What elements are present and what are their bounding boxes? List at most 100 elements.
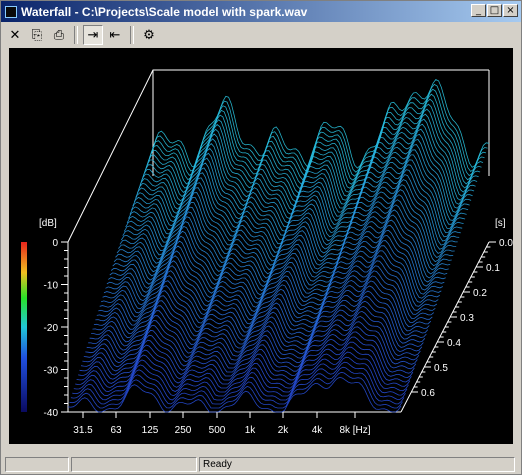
waterfall-trace [102,255,438,317]
waterfall-trace [99,265,435,325]
waterfall-trace [91,295,426,349]
waterfall-trace [152,78,490,169]
x-tick-label: 63 [110,425,122,436]
waterfall-trace [108,234,443,300]
x-tick-label: 8k [Hz] [339,425,370,436]
zoom-fit-icon[interactable]: ⇥ [83,25,103,45]
waterfall-trace [80,331,415,377]
waterfall-trace [72,361,406,401]
waterfall-trace [141,118,478,202]
waterfall-trace [69,371,403,409]
waterfall-trace [105,245,440,308]
waterfall-trace [125,174,461,249]
waterfall-trace [131,154,467,232]
waterfall-trace [133,144,470,224]
waterfall-trace [142,113,479,198]
toolbar-separator [74,26,78,44]
maximize-button[interactable]: □ [487,4,502,17]
z-tick-label: 0.4 [447,338,461,349]
waterfall-trace [106,240,442,304]
waterfall-trace [128,164,464,240]
waterfall-trace [73,356,408,397]
waterfall-plot[interactable]: 0 -10 -20 -30 -40 31.5 63 125 250 500 1k 2k 4k 8k [H… [9,48,513,444]
waterfall-trace [122,184,458,258]
toolbar-separator [130,26,134,44]
y-tick-label: -30 [44,366,59,377]
y-tick-label: -20 [44,323,59,334]
z-tick-label: 0.2 [473,288,487,299]
waterfall-trace [132,149,469,228]
z-tick-label: 0.5 [434,363,448,374]
waterfall-trace [118,199,454,271]
y-axis: 0 -10 -20 -30 -40 [44,238,68,419]
waterfall-trace [116,204,452,275]
z-tick-label: 0.3 [460,313,474,324]
title-bar[interactable]: Waterfall - C:\Projects\Scale model with… [1,1,521,22]
waterfall-trace [98,270,433,329]
z-tick-label: 0.0 [499,238,513,249]
waterfall-trace [110,224,446,292]
waterfall-trace [144,108,481,194]
waterfall-trace [113,214,449,283]
waterfall-trace [78,341,412,385]
waterfall-trace [126,169,463,245]
waterfall-trace [70,366,405,405]
waterfall-svg: 0 -10 -20 -30 -40 31.5 63 125 250 500 1k 2k 4k 8k [H… [21,69,513,436]
toolbar: ✕ ⎘ ⎙ ⇥ ⇤ ⚙ [1,22,521,48]
copy-icon[interactable]: ⎘ [31,27,43,43]
waterfall-trace [135,139,472,220]
waterfall-trace [148,93,485,181]
y-axis-unit: [dB] [39,218,57,229]
properties-icon[interactable]: ⚙ [143,27,155,43]
x-tick-label: 2k [278,425,290,436]
z-axis-unit: [s] [495,218,506,229]
waterfall-trace [83,321,418,369]
waterfall-trace [151,83,488,173]
status-panel-left [5,457,69,472]
x-tick-label: 1k [245,425,257,436]
close-button[interactable]: × [503,4,518,17]
y-tick-label: -40 [44,408,59,419]
waterfall-trace [123,179,460,253]
print-icon[interactable]: ⎙ [53,27,65,43]
window-controls: _ □ × [471,4,518,17]
waterfall-trace [96,275,432,333]
waterfall-trace [149,88,487,177]
status-panel-middle [71,457,197,472]
waterfall-trace [139,123,476,207]
x-tick-label: 31.5 [73,425,93,436]
waterfall-trace [129,159,466,236]
close-icon[interactable]: ✕ [9,27,21,43]
waterfall-trace [76,346,411,389]
z-axis: 0.0 0.1 0.2 0.3 0.4 0.5 0.6 [411,238,513,399]
x-tick-label: 250 [175,425,192,436]
z-tick-label: 0.1 [486,263,500,274]
waterfall-trace [146,98,484,185]
waterfall-trace [95,280,430,337]
waterfall-traces [67,78,490,413]
waterfall-trace [86,310,421,361]
app-icon [5,5,17,18]
waterfall-trace [115,209,451,279]
color-scale-bar [21,242,27,412]
zoom-out-icon[interactable]: ⇤ [109,27,121,43]
x-tick-label: 4k [312,425,324,436]
waterfall-trace [88,305,423,357]
waterfall-trace [103,250,439,312]
x-tick-label: 125 [142,425,159,436]
waterfall-trace [92,290,427,345]
waterfall-trace [119,194,455,266]
z-tick-label: 0.6 [421,388,435,399]
waterfall-trace [136,133,473,215]
waterfall-trace [75,351,409,393]
waterfall-trace [120,189,457,262]
minimize-button[interactable]: _ [471,4,486,17]
waterfall-trace [145,103,482,189]
waterfall-trace [93,285,429,341]
x-tick-label: 500 [209,425,226,436]
waterfall-trace [138,128,475,211]
window-title: Waterfall - C:\Projects\Scale model with… [21,4,308,19]
waterfall-trace [100,260,436,321]
waterfall-trace [89,300,424,353]
waterfall-trace [67,376,402,413]
